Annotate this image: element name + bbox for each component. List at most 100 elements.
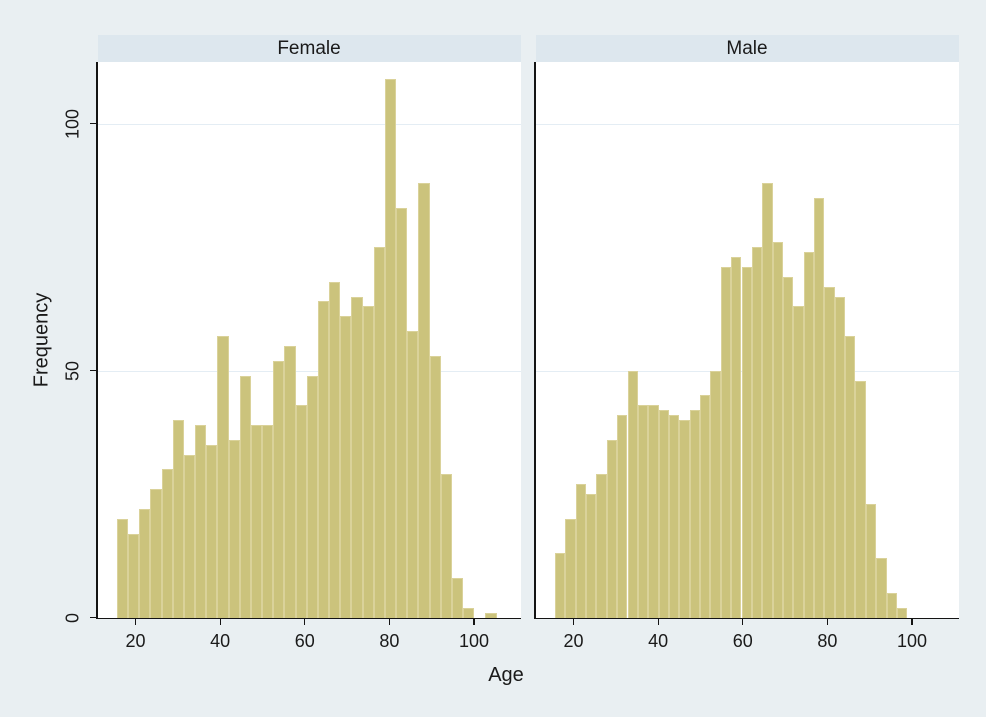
x-tick-label: 40: [648, 630, 669, 651]
histogram-bar: [116, 518, 129, 618]
histogram-bar: [731, 257, 742, 618]
histogram-bar: [596, 474, 607, 618]
histogram-bar: [451, 578, 464, 618]
x-axis-title: Age: [488, 664, 542, 687]
y-tick-mark: [90, 123, 96, 125]
histogram-bar: [627, 370, 638, 618]
histogram-bar: [679, 420, 690, 618]
histogram-bar: [710, 370, 721, 618]
gridline-y-100: [535, 123, 959, 125]
histogram-bar: [896, 607, 908, 618]
panel-header-male: Male: [535, 35, 959, 62]
x-tick-label: 20: [563, 630, 584, 651]
histogram-bar: [384, 79, 397, 618]
histogram-bar: [463, 607, 475, 618]
histogram-bar: [396, 207, 408, 618]
y-axis-line: [534, 62, 536, 618]
histogram-bar: [617, 415, 628, 618]
y-tick-label: 100: [62, 108, 82, 139]
gridline-y-100: [97, 123, 521, 125]
histogram-bar: [407, 331, 419, 618]
y-axis-title-text: Frequency: [30, 292, 53, 388]
histogram-bar: [172, 420, 184, 618]
y-tick-mark: [90, 616, 96, 619]
histogram-bar: [648, 405, 659, 618]
histogram-bar: [429, 355, 441, 618]
histogram-bar: [720, 266, 732, 618]
x-tick-mark: [219, 617, 221, 625]
histogram-bar: [239, 375, 251, 618]
histogram-bar: [317, 301, 330, 618]
histogram-bar: [340, 316, 352, 618]
histogram-bar: [195, 424, 207, 618]
histogram-bar: [741, 266, 752, 618]
histogram-bar: [565, 518, 576, 618]
histogram-bar: [637, 405, 649, 618]
histogram-bar: [658, 410, 669, 618]
histogram-bar: [668, 415, 680, 618]
x-axis-line: [534, 617, 959, 619]
x-tick-mark: [388, 617, 391, 625]
x-tick-label: 100: [458, 630, 489, 651]
x-tick-mark: [134, 617, 137, 625]
histogram-bar: [855, 380, 866, 618]
histogram-bar: [217, 336, 229, 618]
histogram-bar: [845, 336, 856, 618]
histogram-bar: [351, 296, 363, 618]
histogram-bar: [284, 345, 296, 618]
histogram-bar: [440, 474, 452, 618]
histogram-bar: [150, 489, 162, 618]
histogram-bar: [306, 375, 318, 618]
histogram-bar: [751, 247, 763, 618]
histogram-bar: [793, 306, 804, 618]
histogram-bar: [161, 469, 173, 618]
x-tick-label: 80: [817, 630, 838, 651]
x-tick-label: 60: [294, 630, 315, 651]
y-tick-mark: [90, 369, 96, 372]
histogram-bar: [865, 503, 877, 618]
panel-header-female: Female: [97, 35, 521, 62]
x-tick-mark: [473, 617, 475, 625]
plot-area-male: [534, 62, 959, 619]
x-tick-mark: [911, 617, 913, 625]
histogram-bar: [329, 281, 341, 618]
histogram-bar: [228, 439, 240, 618]
histogram-bar: [689, 410, 701, 618]
x-tick-mark: [742, 617, 744, 625]
histogram-bar: [762, 182, 773, 618]
histogram-bar: [183, 454, 196, 618]
histogram-bar: [876, 558, 887, 618]
histogram-bar: [295, 405, 307, 618]
histogram-bar: [886, 592, 897, 618]
histogram-bar: [362, 306, 374, 618]
histogram-bar: [824, 286, 835, 618]
histogram-bar: [803, 252, 815, 618]
x-tick-mark: [304, 617, 306, 625]
x-axis-line: [96, 617, 521, 619]
gridline-y-50: [97, 370, 521, 372]
x-tick-label: 40: [210, 630, 231, 651]
histogram-bar: [250, 424, 263, 618]
plot-area-female: [96, 62, 521, 619]
histogram-bar: [206, 444, 218, 618]
y-tick-label: 50: [62, 360, 82, 381]
histogram-bar: [772, 242, 783, 618]
x-tick-mark: [657, 617, 659, 625]
x-axis-title-text: Age: [488, 664, 524, 686]
histogram-bar: [262, 424, 274, 618]
histogram-bar: [554, 553, 566, 618]
histogram-bar: [606, 439, 618, 618]
histogram-bar: [139, 508, 151, 618]
panel-title: Female: [277, 38, 341, 59]
x-tick-mark: [572, 617, 575, 625]
x-tick-label: 80: [379, 630, 400, 651]
x-tick-label: 60: [732, 630, 753, 651]
histogram-bar: [418, 182, 430, 618]
x-tick-label: 20: [125, 630, 146, 651]
histogram-bar: [834, 296, 846, 618]
panel-title: Male: [726, 38, 768, 59]
y-axis-line: [96, 62, 98, 618]
histogram-bar: [782, 276, 794, 618]
x-tick-mark: [826, 617, 829, 625]
